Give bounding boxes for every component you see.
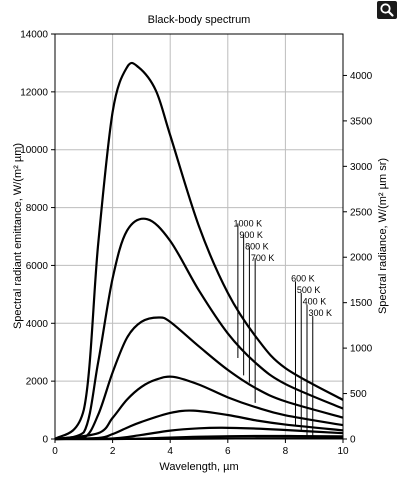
label-leaders [237, 223, 314, 439]
series-line [54, 426, 344, 441]
y-tick-label: 12000 [20, 87, 48, 98]
y-axis-label: Spectral radiant emittance, W/(m² µm) [12, 143, 24, 329]
y2-tick-label: 3000 [350, 162, 373, 173]
series-line [54, 375, 344, 441]
curve-label: 300 K [308, 308, 332, 318]
curve-label: 900 K [239, 230, 263, 240]
y-axis-ticks: 0 2000 4000 6000 8000 10000 12000 14000 [20, 30, 55, 446]
curve-label: 600 K [291, 273, 315, 283]
y-tick-label: 14000 [20, 30, 48, 41]
y-tick-label: 8000 [26, 203, 49, 214]
y2-tick-label: 500 [350, 389, 367, 400]
y2-axis-label: Spectral radiance, W/(m² µm sr) [377, 158, 389, 314]
plot-frame [54, 33, 344, 440]
y-tick-label: 4000 [26, 319, 49, 330]
x-tick-label: 0 [52, 446, 58, 457]
series-line [54, 217, 344, 441]
curve-label: 500 K [297, 285, 321, 295]
y2-tick-label: 4000 [350, 71, 373, 82]
y2-tick-label: 0 [350, 435, 356, 446]
x-tick-label: 10 [337, 446, 349, 457]
series-line [54, 409, 344, 441]
magnifier-icon [380, 3, 394, 17]
y2-tick-label: 2500 [350, 207, 373, 218]
x-tick-label: 8 [283, 446, 289, 457]
curves [54, 61, 344, 441]
zoom-button[interactable] [377, 1, 397, 19]
x-axis-ticks: 0 2 4 6 8 10 [52, 439, 349, 457]
y2-axis-ticks: 0 500 1000 1500 2000 2500 3000 3500 4000 [343, 71, 373, 446]
y2-tick-label: 2000 [350, 253, 373, 264]
x-tick-label: 4 [167, 446, 173, 457]
curve-label: 400 K [303, 296, 327, 306]
series-line [54, 316, 344, 441]
chart-title: Black-body spectrum [148, 14, 251, 26]
y-tick-label: 0 [42, 435, 48, 446]
x-tick-label: 6 [225, 446, 231, 457]
y-tick-label: 2000 [26, 377, 49, 388]
x-axis-label: Wavelength, µm [159, 461, 238, 473]
y2-tick-label: 3500 [350, 116, 373, 127]
series-line [54, 61, 344, 440]
x-tick-label: 2 [110, 446, 116, 457]
y2-tick-label: 1500 [350, 298, 373, 309]
y-tick-label: 6000 [26, 261, 49, 272]
curve-label: 800 K [245, 242, 269, 252]
curve-label: 700 K [251, 253, 275, 263]
y2-tick-label: 1000 [350, 344, 373, 355]
curve-label: 1000 K [234, 218, 263, 228]
y-tick-label: 10000 [20, 145, 48, 156]
